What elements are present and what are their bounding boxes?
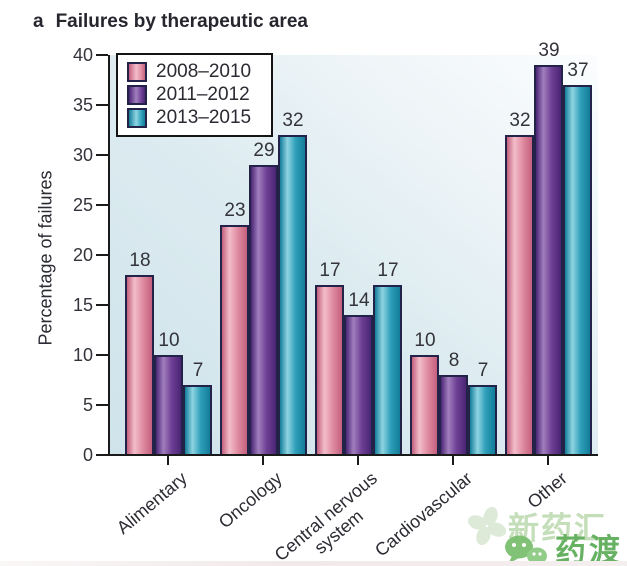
y-tick-label: 15 bbox=[72, 295, 93, 315]
x-tick-mark bbox=[262, 456, 264, 465]
bar-2011–2012-Oncology bbox=[249, 165, 278, 456]
x-tick-mark bbox=[452, 456, 454, 465]
bar-2011–2012-Cardiovascular bbox=[439, 375, 468, 456]
x-axis-label-line: Cardiovascular bbox=[371, 468, 476, 561]
bar-2013–2015-Central nervous system bbox=[373, 285, 402, 456]
bar-value-label: 10 bbox=[158, 330, 180, 351]
y-tick-label: 30 bbox=[72, 145, 93, 165]
y-tick-mark bbox=[96, 104, 108, 106]
watermark-bottom: 药渡 bbox=[503, 525, 623, 566]
bar-2008–2010-Alimentary bbox=[125, 275, 154, 456]
watermark-brand-top: 新药汇 bbox=[508, 511, 607, 546]
y-tick-label: 0 bbox=[82, 445, 93, 465]
panel-label: a bbox=[33, 11, 44, 32]
y-tick-mark bbox=[96, 454, 108, 456]
x-axis-label: Alimentary bbox=[113, 468, 191, 538]
legend-swatch-icon bbox=[127, 108, 147, 128]
bar-value-label: 37 bbox=[567, 60, 589, 81]
y-tick-mark bbox=[96, 304, 108, 306]
y-tick-mark bbox=[96, 354, 108, 356]
y-tick-label: 25 bbox=[72, 195, 93, 215]
y-tick-mark bbox=[96, 154, 108, 156]
bar-value-label: 17 bbox=[319, 260, 341, 281]
legend: 2008–2010 2011–2012 2013–2015 bbox=[116, 53, 273, 137]
y-tick-mark bbox=[96, 204, 108, 206]
x-axis-label: Other bbox=[524, 468, 571, 512]
bar-value-label: 39 bbox=[538, 40, 560, 61]
bottom-edge-artifact bbox=[0, 561, 627, 566]
x-axis-label-line: Alimentary bbox=[112, 468, 191, 538]
legend-row: 2013–2015 bbox=[127, 107, 265, 129]
legend-label: 2013–2015 bbox=[156, 107, 252, 128]
x-tick-mark bbox=[357, 456, 359, 465]
x-axis-label: Oncology bbox=[215, 468, 286, 532]
bar-value-label: 7 bbox=[192, 360, 204, 381]
bar-2011–2012-Alimentary bbox=[154, 355, 183, 456]
bar-value-label: 17 bbox=[377, 260, 399, 281]
x-tick-mark bbox=[167, 456, 169, 465]
y-tick-mark bbox=[96, 254, 108, 256]
bar-2008–2010-Central nervous system bbox=[315, 285, 344, 456]
bar-value-label: 29 bbox=[253, 140, 275, 161]
bar-2008–2010-Other bbox=[505, 135, 534, 456]
legend-swatch-icon bbox=[127, 62, 147, 82]
bar-value-label: 8 bbox=[448, 350, 460, 371]
bar-value-label: 10 bbox=[414, 330, 436, 351]
y-tick-mark bbox=[96, 54, 108, 56]
y-tick-label: 20 bbox=[72, 245, 93, 265]
chart-title-row: a Failures by therapeutic area bbox=[33, 11, 308, 33]
bar-2008–2010-Oncology bbox=[220, 225, 249, 456]
x-axis-label: Cardiovascular bbox=[371, 468, 476, 560]
legend-swatch-icon bbox=[127, 85, 147, 105]
legend-row: 2011–2012 bbox=[127, 84, 265, 106]
legend-row: 2008–2010 bbox=[127, 61, 265, 83]
bar-2013–2015-Oncology bbox=[278, 135, 307, 456]
bar-2008–2010-Cardiovascular bbox=[410, 355, 439, 456]
y-axis-line bbox=[108, 55, 110, 456]
bar-value-label: 7 bbox=[477, 360, 489, 381]
bar-2011–2012-Central nervous system bbox=[344, 315, 373, 456]
y-tick-label: 10 bbox=[72, 345, 93, 365]
x-axis-line bbox=[108, 454, 598, 456]
x-tick-mark bbox=[547, 456, 549, 465]
pinwheel-icon bbox=[467, 506, 507, 545]
x-axis-label-line: Other bbox=[523, 468, 571, 513]
y-tick-label: 40 bbox=[72, 45, 93, 65]
watermark-brand-bottom: 药渡 bbox=[555, 533, 623, 566]
bar-2013–2015-Cardiovascular bbox=[468, 385, 497, 456]
x-axis-label-line: Oncology bbox=[214, 468, 286, 533]
bar-value-label: 14 bbox=[348, 290, 370, 311]
y-tick-mark bbox=[96, 404, 108, 406]
y-tick-label: 35 bbox=[72, 95, 93, 115]
legend-label: 2011–2012 bbox=[156, 84, 250, 105]
bar-value-label: 18 bbox=[129, 250, 151, 271]
chart-title: Failures by therapeutic area bbox=[55, 11, 308, 32]
y-tick-label: 5 bbox=[82, 395, 93, 415]
legend-label: 2008–2010 bbox=[156, 61, 252, 82]
bar-value-label: 23 bbox=[224, 200, 246, 221]
bar-value-label: 32 bbox=[282, 110, 304, 131]
bar-2013–2015-Alimentary bbox=[183, 385, 212, 456]
bar-2013–2015-Other bbox=[563, 85, 592, 456]
bar-2011–2012-Other bbox=[534, 65, 563, 456]
bar-value-label: 32 bbox=[509, 110, 531, 131]
